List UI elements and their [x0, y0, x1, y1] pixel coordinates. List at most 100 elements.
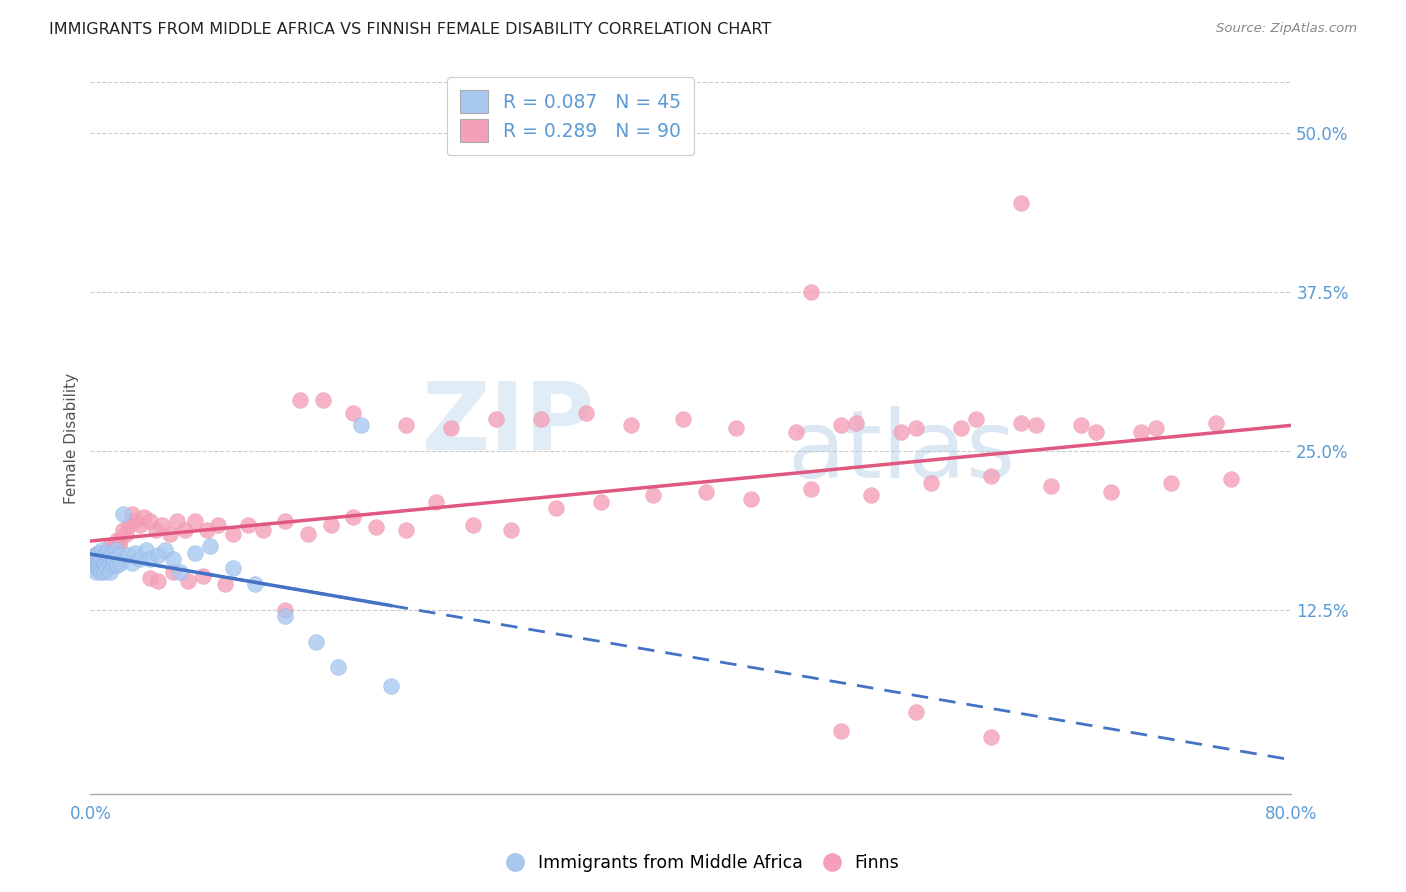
Point	[1099, 484, 1122, 499]
Point	[105, 558, 128, 573]
Point	[91, 543, 114, 558]
Legend: Immigrants from Middle Africa, Finns: Immigrants from Middle Africa, Finns	[499, 847, 907, 879]
Point	[1085, 425, 1108, 439]
Point	[859, 488, 882, 502]
Point	[162, 552, 184, 566]
Point	[83, 548, 105, 562]
Point	[112, 523, 135, 537]
Point	[905, 705, 928, 719]
Point	[349, 418, 371, 433]
Point	[222, 561, 245, 575]
Point	[394, 523, 416, 537]
Point	[112, 508, 135, 522]
Point	[184, 546, 207, 560]
Point	[342, 510, 364, 524]
Point	[118, 517, 141, 532]
Point	[905, 421, 928, 435]
Point	[82, 558, 104, 573]
Point	[110, 556, 132, 570]
Text: IMMIGRANTS FROM MIDDLE AFRICA VS FINNISH FEMALE DISABILITY CORRELATION CHART: IMMIGRANTS FROM MIDDLE AFRICA VS FINNISH…	[49, 22, 772, 37]
Point	[145, 523, 167, 537]
Point	[101, 558, 124, 573]
Point	[342, 406, 364, 420]
Point	[115, 526, 138, 541]
Legend: R = 0.087   N = 45, R = 0.289   N = 90: R = 0.087 N = 45, R = 0.289 N = 90	[447, 77, 695, 155]
Point	[1025, 418, 1047, 433]
Point	[724, 421, 747, 435]
Point	[121, 556, 143, 570]
Point	[86, 561, 108, 575]
Point	[93, 558, 115, 573]
Point	[105, 533, 128, 547]
Point	[90, 556, 112, 570]
Point	[103, 539, 125, 553]
Point	[87, 556, 110, 570]
Point	[394, 418, 416, 433]
Y-axis label: Female Disability: Female Disability	[65, 373, 79, 504]
Point	[845, 416, 868, 430]
Point	[304, 634, 326, 648]
Point	[90, 552, 112, 566]
Point	[800, 285, 823, 299]
Point	[121, 508, 143, 522]
Point	[97, 552, 120, 566]
Point	[93, 565, 115, 579]
Point	[101, 546, 124, 560]
Point	[117, 548, 139, 562]
Point	[965, 412, 987, 426]
Point	[184, 514, 207, 528]
Point	[104, 548, 127, 562]
Point	[245, 577, 267, 591]
Text: atlas: atlas	[787, 407, 1015, 499]
Point	[364, 520, 387, 534]
Point	[128, 552, 150, 566]
Point	[463, 517, 485, 532]
Point	[274, 609, 297, 624]
Point	[1040, 479, 1063, 493]
Point	[96, 556, 118, 570]
Point	[197, 523, 219, 537]
Point	[575, 406, 598, 420]
Point	[297, 526, 319, 541]
Point	[104, 543, 127, 558]
Point	[98, 539, 121, 553]
Point	[139, 571, 162, 585]
Point	[1160, 475, 1182, 490]
Point	[124, 514, 146, 528]
Point	[544, 501, 567, 516]
Point	[672, 412, 695, 426]
Text: Source: ZipAtlas.com: Source: ZipAtlas.com	[1216, 22, 1357, 36]
Point	[166, 514, 188, 528]
Point	[96, 546, 118, 560]
Point	[94, 548, 117, 562]
Point	[499, 523, 522, 537]
Point	[108, 548, 131, 562]
Point	[589, 494, 612, 508]
Point	[139, 514, 162, 528]
Point	[319, 517, 342, 532]
Point	[134, 510, 156, 524]
Point	[146, 548, 169, 562]
Point	[274, 603, 297, 617]
Point	[89, 561, 111, 575]
Point	[620, 418, 643, 433]
Point	[87, 546, 110, 560]
Point	[312, 392, 335, 407]
Point	[214, 577, 236, 591]
Point	[274, 514, 297, 528]
Point	[94, 546, 117, 560]
Point	[326, 660, 349, 674]
Point	[174, 523, 197, 537]
Point	[1010, 416, 1032, 430]
Point	[159, 526, 181, 541]
Point	[98, 556, 121, 570]
Point	[100, 552, 122, 566]
Point	[83, 548, 105, 562]
Point	[200, 539, 222, 553]
Point	[252, 523, 274, 537]
Point	[695, 484, 717, 499]
Point	[380, 679, 402, 693]
Point	[87, 552, 110, 566]
Point	[425, 494, 447, 508]
Point	[800, 482, 823, 496]
